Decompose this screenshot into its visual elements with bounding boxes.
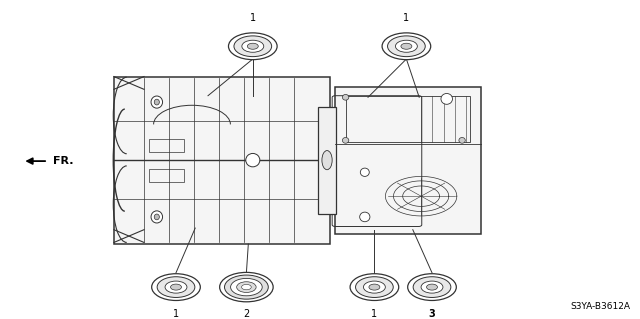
- Ellipse shape: [426, 284, 438, 290]
- Ellipse shape: [459, 137, 465, 143]
- Ellipse shape: [364, 281, 385, 293]
- Ellipse shape: [356, 277, 393, 297]
- Ellipse shape: [228, 33, 277, 60]
- Text: 3: 3: [429, 309, 435, 319]
- Ellipse shape: [408, 274, 456, 300]
- Ellipse shape: [154, 99, 159, 105]
- Ellipse shape: [151, 96, 163, 108]
- Ellipse shape: [154, 214, 159, 220]
- Ellipse shape: [246, 153, 260, 167]
- Bar: [114, 77, 330, 244]
- Ellipse shape: [237, 282, 256, 293]
- Ellipse shape: [234, 36, 271, 56]
- Ellipse shape: [441, 93, 452, 104]
- Bar: [335, 87, 481, 234]
- Ellipse shape: [165, 281, 187, 293]
- Ellipse shape: [421, 281, 443, 293]
- Ellipse shape: [230, 278, 262, 296]
- Text: 1: 1: [403, 12, 410, 23]
- Ellipse shape: [151, 211, 163, 223]
- Ellipse shape: [242, 40, 264, 52]
- Ellipse shape: [322, 151, 332, 170]
- Ellipse shape: [225, 275, 268, 299]
- Ellipse shape: [369, 284, 380, 290]
- Text: 1: 1: [173, 309, 179, 319]
- Ellipse shape: [396, 40, 417, 52]
- Ellipse shape: [342, 94, 349, 100]
- Ellipse shape: [342, 137, 349, 143]
- Ellipse shape: [401, 43, 412, 49]
- Ellipse shape: [170, 284, 182, 290]
- Bar: [149, 169, 184, 182]
- Bar: [346, 96, 470, 142]
- Ellipse shape: [220, 272, 273, 302]
- Bar: [318, 107, 336, 214]
- Ellipse shape: [382, 33, 431, 60]
- Text: 2: 2: [243, 309, 250, 319]
- Text: 1: 1: [371, 309, 378, 319]
- Text: 1: 1: [250, 12, 256, 23]
- Text: S3YA-B3612A: S3YA-B3612A: [570, 302, 630, 311]
- Ellipse shape: [152, 274, 200, 300]
- Ellipse shape: [388, 36, 425, 56]
- Ellipse shape: [157, 277, 195, 297]
- Ellipse shape: [360, 212, 370, 222]
- Text: FR.: FR.: [53, 156, 74, 166]
- Bar: [149, 139, 184, 152]
- Ellipse shape: [350, 274, 399, 300]
- Ellipse shape: [247, 43, 259, 49]
- Ellipse shape: [360, 168, 369, 176]
- Ellipse shape: [413, 277, 451, 297]
- Ellipse shape: [241, 285, 252, 290]
